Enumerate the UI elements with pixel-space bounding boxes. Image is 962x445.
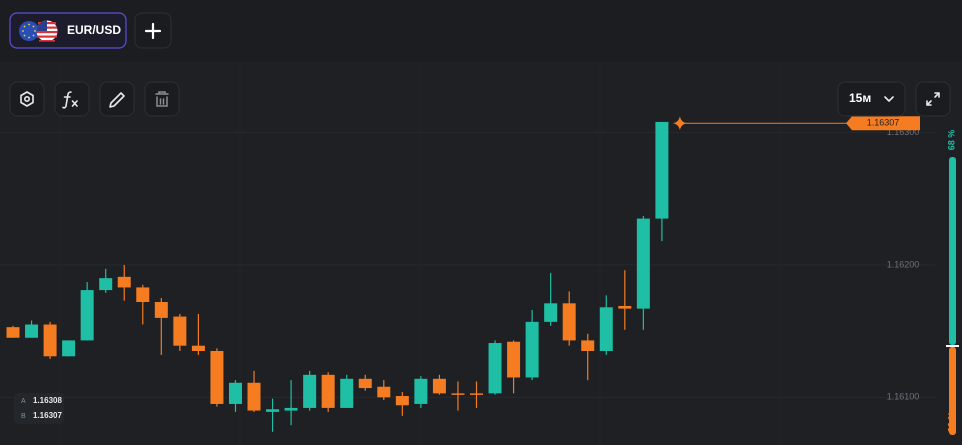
candle-body [414, 378, 428, 404]
delete-button[interactable] [144, 81, 180, 117]
sentiment-split [946, 345, 959, 348]
candle-body [284, 407, 298, 411]
quote-value: 1.16307 [33, 411, 62, 420]
price-tag-label: 1.16307 [867, 118, 900, 128]
candle-body [470, 393, 483, 395]
candle-body [451, 393, 465, 395]
candle-body [599, 307, 613, 351]
sentiment-up-label: 68 % [946, 130, 956, 151]
candle-body [6, 327, 20, 338]
candle-body [321, 374, 335, 408]
candle-body [432, 378, 446, 394]
candle-body [43, 324, 57, 357]
candle-body [303, 374, 317, 408]
current-price-marker [672, 116, 687, 131]
timeframe-selector[interactable]: 15м [837, 81, 906, 117]
sentiment-indicator: 68 % 32 % [946, 130, 959, 435]
candle-body [395, 396, 409, 406]
candle-body [191, 345, 205, 351]
candle-body [247, 382, 261, 411]
drawing-button[interactable] [99, 81, 135, 117]
candle-body [655, 121, 669, 219]
candle-body [377, 386, 391, 398]
candle-body [618, 305, 632, 309]
candle-body [562, 303, 576, 341]
fullscreen-button[interactable] [915, 81, 951, 117]
candle-body [210, 350, 224, 404]
pair-label: EUR/USD [67, 23, 121, 37]
price-tag [846, 116, 920, 131]
candle-body [173, 316, 187, 346]
candle-body [228, 382, 242, 404]
candle-body [488, 343, 502, 394]
candle-body [117, 276, 131, 288]
quote-name: A [21, 398, 26, 405]
candle-body [636, 218, 650, 309]
add-pair-button[interactable] [134, 12, 172, 49]
candle-body [136, 287, 150, 303]
y-tick-label: 1.16100 [887, 392, 920, 402]
quote-value: 1.16308 [33, 396, 62, 405]
candle-body [525, 321, 539, 378]
candle-body [358, 378, 372, 389]
candle-body [99, 278, 113, 291]
quotes-box: A 1.16308 B 1.16307 [14, 393, 64, 424]
quote-name: B [21, 413, 26, 420]
y-tick-label: 1.16200 [887, 259, 920, 269]
candle-body [581, 340, 595, 351]
candle-body [544, 303, 558, 322]
sentiment-up-bar [949, 157, 956, 346]
pair-selector[interactable]: EUR/USD [9, 12, 127, 49]
sentiment-down-bar [949, 347, 956, 435]
candle-body [154, 302, 168, 318]
candle-body [62, 340, 76, 357]
y-tick-label: 1.16300 [887, 127, 920, 137]
settings-button[interactable] [9, 81, 45, 117]
indicators-button[interactable] [54, 81, 90, 117]
candle-body [25, 324, 39, 338]
candle-body [80, 290, 94, 341]
candle-body [266, 409, 280, 412]
candle-body [340, 378, 354, 408]
candle-body [507, 341, 521, 378]
timeframe-label: 15м [849, 91, 871, 105]
sentiment-down-label: 32 % [946, 412, 956, 433]
